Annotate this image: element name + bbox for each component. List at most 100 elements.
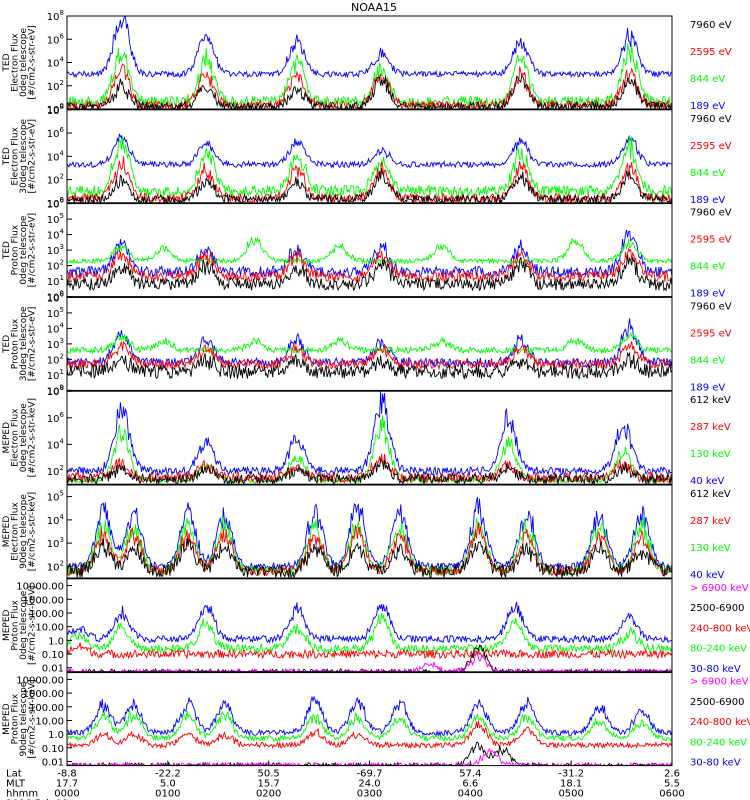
legend-entry: 189 eV	[690, 101, 725, 112]
y-axis-label: Proton Flux	[11, 224, 21, 275]
y-tick-label: 105	[47, 212, 64, 226]
y-axis-label: TED	[2, 147, 12, 166]
legend-entry: 40 keV	[690, 570, 724, 581]
series-line-meped-e-90-3	[66, 537, 673, 579]
y-axis-label: 0deg telescope	[19, 215, 29, 285]
y-tick-label: 0.10	[42, 744, 64, 755]
y-axis-label: Proton Flux	[11, 599, 21, 650]
y-tick-label: 108	[47, 9, 64, 23]
series-line-meped-p-0-1	[66, 612, 673, 654]
y-axis-label: 0deg telescope	[19, 403, 29, 473]
x-tick-label: 5.0	[160, 779, 176, 790]
series-line-meped-p-90-2	[66, 720, 673, 750]
y-tick-label: 103	[47, 536, 64, 550]
y-tick-label: 106	[47, 126, 65, 140]
y-tick-label: 102	[47, 352, 64, 366]
y-tick-label: 102	[47, 559, 64, 573]
x-tick-label: 0100	[155, 789, 180, 800]
y-axis-label: [#/cm2-s-str-keV]	[28, 586, 38, 665]
y-tick-label: 104	[47, 437, 65, 451]
y-tick-label: 10000.00	[16, 582, 64, 593]
y-axis-label: Proton Flux	[11, 693, 21, 744]
y-tick-label: 10000.00	[16, 675, 64, 686]
series-line-ted-e-0-1	[66, 43, 673, 110]
y-tick-label: 104	[47, 56, 65, 70]
legend-entry: 844 eV	[690, 74, 725, 85]
y-tick-label: 1000.00	[23, 689, 64, 700]
series-line-meped-e-0-1	[66, 415, 673, 485]
y-axis-label: 90deg telescope	[19, 681, 29, 756]
panel-meped-p-90: 0.01 0.10 1.0 10.00 100.00 1000.00 10000.00 MEP…	[2, 672, 750, 769]
y-tick-label: 106	[47, 32, 65, 46]
y-tick-label: 104	[47, 321, 65, 335]
y-axis-label: 0deg telescope	[19, 28, 29, 98]
series-line-ted-e-30-0	[66, 133, 673, 169]
series-line-ted-p-0-2	[66, 247, 673, 284]
x-tick-label: -22.2	[155, 769, 181, 780]
y-tick-label: 102	[47, 173, 64, 187]
series-line-meped-p-0-0	[66, 601, 673, 644]
y-axis-label: [#/cm2-s-str-eV]	[28, 213, 38, 288]
x-tick-label: 24.0	[358, 779, 380, 790]
y-axis-label: Electron Flux	[11, 408, 21, 467]
y-tick-label: 1.0	[48, 636, 64, 647]
x-row-label: MLT	[6, 779, 26, 790]
y-tick-label: 104	[47, 149, 65, 163]
y-axis-label: 30deg telescope	[19, 306, 29, 381]
y-axis-label: Electron Flux	[11, 502, 21, 561]
y-tick-label: 106	[47, 197, 65, 211]
legend-entry: 612 keV	[690, 489, 731, 500]
y-tick-label: 10.00	[35, 716, 64, 727]
legend-entry: 2595 eV	[690, 328, 732, 339]
legend-entry: 30-80 keV	[690, 758, 741, 769]
panel-frame	[66, 672, 673, 767]
series-line-ted-p-30-1	[66, 331, 673, 355]
panel-frame	[66, 203, 673, 298]
y-tick-label: 106	[47, 290, 65, 304]
y-axis-label: 0deg telescope	[19, 590, 29, 660]
y-tick-label: 1000.00	[23, 595, 64, 606]
y-tick-label: 1.0	[48, 730, 64, 741]
series-line-ted-p-0-3	[66, 254, 673, 292]
legend-entry: 2500-6900	[690, 603, 745, 614]
x-tick-label: 17.7	[56, 779, 78, 790]
legend-entry: 7960 eV	[690, 114, 732, 125]
legend-entry: 844 eV	[690, 262, 725, 273]
panel-frame	[66, 484, 673, 579]
y-tick-label: 0.10	[42, 650, 64, 661]
series-line-ted-e-30-1	[66, 135, 673, 199]
panel-frame	[66, 578, 673, 673]
y-axis-label: [#/cm2-s-str-eV]	[28, 307, 38, 382]
y-tick-label: 106	[47, 411, 65, 425]
y-tick-label: 103	[47, 337, 64, 351]
x-tick-label: 0000	[54, 789, 79, 800]
series-line-meped-e-90-0	[66, 496, 673, 572]
y-tick-label: 103	[47, 243, 64, 257]
series-line-ted-p-30-3	[66, 351, 673, 381]
x-tick-label: -69.7	[357, 769, 383, 780]
legend-entry: 612 keV	[690, 395, 731, 406]
x-tick-label: 15.7	[258, 779, 280, 790]
y-tick-label: 102	[47, 259, 64, 273]
legend-entry: 240-800 keV	[690, 717, 750, 728]
y-tick-label: 101	[47, 274, 64, 288]
y-tick-label: 108	[47, 103, 64, 117]
x-tick-label: 0600	[659, 789, 684, 800]
y-tick-label: 108	[47, 384, 64, 398]
legend-entry: 2500-6900	[690, 697, 745, 708]
y-axis-label: MEPED	[2, 703, 12, 735]
x-row-label: hhmm	[6, 789, 38, 800]
legend-entry: > 6900 keV	[690, 677, 749, 688]
y-axis-label: MEPED	[2, 422, 12, 454]
series-line-meped-p-90-1	[66, 709, 673, 743]
x-tick-label: 18.1	[560, 779, 582, 790]
x-tick-label: -31.2	[558, 769, 584, 780]
y-axis-label: [#/cm2-s-str-eV]	[28, 25, 38, 100]
y-axis-label: Proton Flux	[11, 318, 21, 369]
legend-entry: 7960 eV	[690, 20, 732, 31]
y-tick-label: 105	[47, 490, 64, 504]
